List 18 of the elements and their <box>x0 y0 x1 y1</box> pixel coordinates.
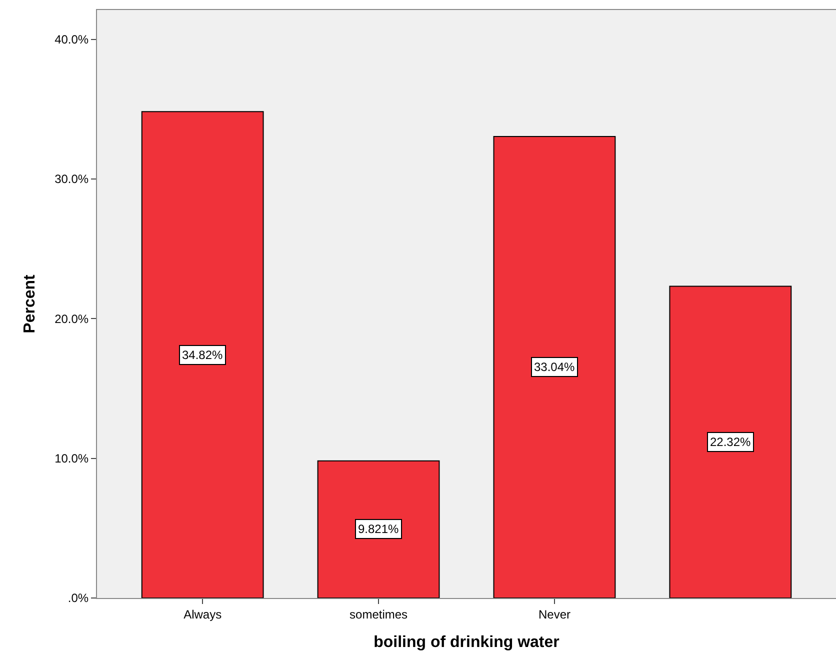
bar <box>141 111 264 598</box>
y-tick-label: 10.0% <box>54 452 89 466</box>
y-tick-label: 40.0% <box>54 32 89 47</box>
y-tick-label: .0% <box>68 591 89 606</box>
x-tick-label: Never <box>538 607 570 622</box>
x-axis-title: boiling of drinking water <box>374 634 560 652</box>
x-tick-label: sometimes <box>350 607 408 622</box>
bar <box>669 286 792 598</box>
y-axis-title: Percent <box>21 274 38 334</box>
data-label: 9.821% <box>358 522 400 536</box>
y-tick-label: 30.0% <box>54 172 89 186</box>
y-tick-label: 20.0% <box>54 312 89 326</box>
data-label: 34.82% <box>182 348 224 362</box>
data-label: 22.32% <box>710 435 752 449</box>
bar <box>493 136 616 598</box>
data-label: 33.04% <box>534 360 576 374</box>
x-tick-label: Always <box>184 607 222 622</box>
bar <box>317 460 440 598</box>
